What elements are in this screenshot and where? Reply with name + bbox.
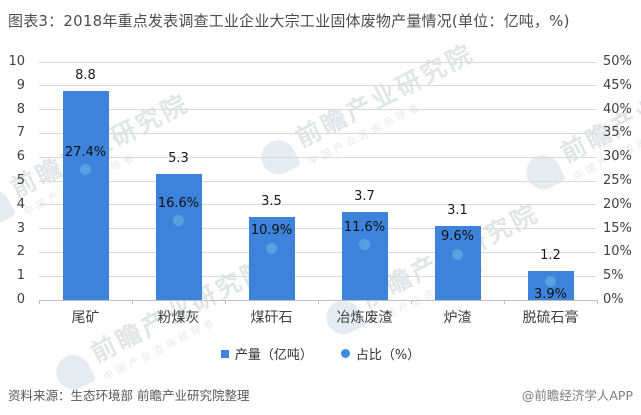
percent-label: 16.6% — [157, 195, 200, 211]
percent-label: 3.9% — [533, 287, 568, 303]
scatter-marker — [80, 164, 91, 176]
legend-label-share: 占比（%） — [355, 348, 421, 363]
x-axis-tick — [504, 300, 505, 304]
x-axis-tick — [597, 300, 598, 304]
y-axis-label-left: 9 — [16, 77, 25, 93]
bar-value-label: 5.3 — [168, 150, 189, 166]
x-axis-tick — [39, 300, 40, 304]
grid-line — [39, 61, 597, 63]
x-axis-category-label: 煤矸石 — [250, 310, 293, 326]
percent-label: 9.6% — [440, 229, 475, 245]
y-axis-label-right: 0% — [603, 292, 624, 307]
credit-note: @前瞻经济学人APP — [521, 388, 633, 403]
bar — [62, 90, 109, 300]
y-axis-label-left: 1 — [16, 268, 25, 284]
scatter-marker — [545, 275, 556, 287]
y-axis-label-right: 50% — [603, 54, 632, 69]
legend-item-production: 产量（亿吨） — [220, 344, 313, 363]
watermark-brand: 前瞻产业研究院中国产业咨询领导者 — [251, 34, 486, 187]
source-note: 资料来源：生态环境部 前瞻产业研究院整理 — [8, 388, 250, 403]
y-axis-label-right: 10% — [603, 244, 632, 260]
x-axis-category-label: 脱硫石膏 — [522, 310, 579, 326]
legend: 产量（亿吨） 占比（%） — [0, 344, 641, 363]
grid-line — [39, 156, 597, 158]
y-axis-label-left: 3 — [16, 220, 25, 236]
grid-line — [39, 275, 597, 277]
x-axis-category-label: 冶炼废渣 — [336, 310, 393, 326]
x-axis-category-label: 炉渣 — [443, 310, 472, 326]
y-axis-label-left: 5 — [16, 173, 25, 188]
grid-line — [39, 251, 597, 253]
bar-value-label: 1.2 — [540, 248, 561, 264]
y-axis-label-right: 15% — [603, 220, 632, 236]
chart-title: 图表3：2018年重点发表调查工业企业大宗工业固体废物产量情况(单位：亿吨，%) — [8, 12, 570, 30]
y-axis-label-right: 45% — [603, 77, 632, 93]
legend-item-share: 占比（%） — [340, 344, 421, 363]
grid-line — [39, 228, 597, 230]
grid-line — [39, 85, 597, 87]
grid-line — [39, 109, 597, 111]
y-axis-label-right: 20% — [603, 196, 632, 212]
scatter-marker — [359, 239, 370, 251]
bar — [248, 216, 295, 300]
legend-label-production: 产量（亿吨） — [234, 348, 313, 363]
y-axis-label-left: 7 — [16, 125, 25, 141]
x-axis-tick — [411, 300, 412, 304]
x-axis-tick — [318, 300, 319, 304]
y-axis-label-left: 0 — [16, 292, 25, 307]
y-axis-label-left: 6 — [16, 149, 25, 165]
watermark-text: 前瞻产业研究院 — [291, 38, 479, 154]
y-axis-label-left: 2 — [16, 244, 25, 260]
y-axis-label-right: 35% — [603, 125, 632, 141]
y-axis-label-right: 30% — [603, 149, 632, 165]
grid-line — [39, 180, 597, 182]
scatter-marker — [452, 248, 463, 260]
scatter-marker — [173, 215, 184, 227]
percent-label: 11.6% — [343, 219, 386, 235]
bar-series-swatch-icon — [220, 349, 229, 358]
bar — [434, 226, 481, 300]
bar — [341, 211, 388, 300]
x-axis-tick — [225, 300, 226, 304]
y-axis-label-right: 5% — [603, 268, 624, 284]
percent-label: 10.9% — [250, 223, 293, 239]
scatter-series-swatch-icon — [340, 349, 350, 358]
footer: 资料来源：生态环境部 前瞻产业研究院整理 @前瞻经济学人APP — [0, 385, 641, 405]
scatter-marker — [266, 242, 277, 254]
x-axis-category-label: 尾矿 — [71, 310, 100, 326]
y-axis-label-right: 40% — [603, 101, 632, 117]
y-axis-label-left: 8 — [16, 101, 25, 117]
x-axis-tick — [132, 300, 133, 304]
x-axis-category-label: 粉煤灰 — [157, 310, 200, 326]
bar — [155, 173, 202, 300]
y-axis-label-left: 4 — [16, 196, 25, 212]
bar-value-label: 3.7 — [354, 188, 375, 204]
y-axis-label-left: 10 — [8, 54, 25, 69]
y-axis-label-right: 25% — [603, 173, 632, 188]
bar-value-label: 8.8 — [75, 67, 96, 83]
watermark-tagline: 中国产业咨询领导者 — [306, 101, 425, 169]
percent-label: 27.4% — [64, 144, 107, 160]
grid-line — [39, 132, 597, 134]
bar-value-label: 3.1 — [447, 203, 468, 219]
bar-value-label: 3.5 — [261, 193, 282, 209]
grid-line — [39, 204, 597, 206]
